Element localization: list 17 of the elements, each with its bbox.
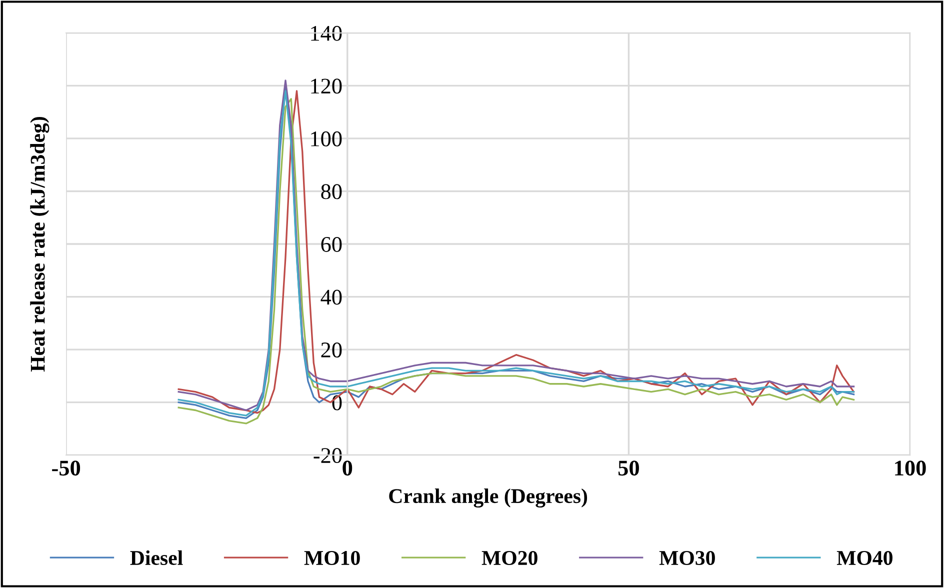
x-tick-label: -50: [52, 460, 80, 476]
x-axis-title: Crank angle (Degrees): [389, 488, 588, 508]
x-tick-label: 50: [618, 460, 639, 476]
y-tick-label: 60: [321, 236, 342, 252]
y-tick-label: 40: [320, 290, 342, 305]
legend-label: MO10: [304, 550, 360, 566]
y-tick-label: 80: [321, 184, 342, 200]
y-tick-label: 100: [311, 131, 342, 146]
y-axis-title: Heat release rate (kJ/m3deg): [30, 116, 50, 372]
x-tick-label: 0: [342, 460, 352, 476]
legend-label: MO40: [836, 550, 892, 566]
x-tick-label: 100: [895, 460, 926, 476]
legend-label: MO30: [659, 550, 715, 566]
y-tick-label: 120: [311, 78, 342, 94]
legend-label: MO20: [482, 550, 538, 566]
y-tick-label: 20: [321, 342, 342, 358]
legend-label: Diesel: [130, 550, 183, 566]
